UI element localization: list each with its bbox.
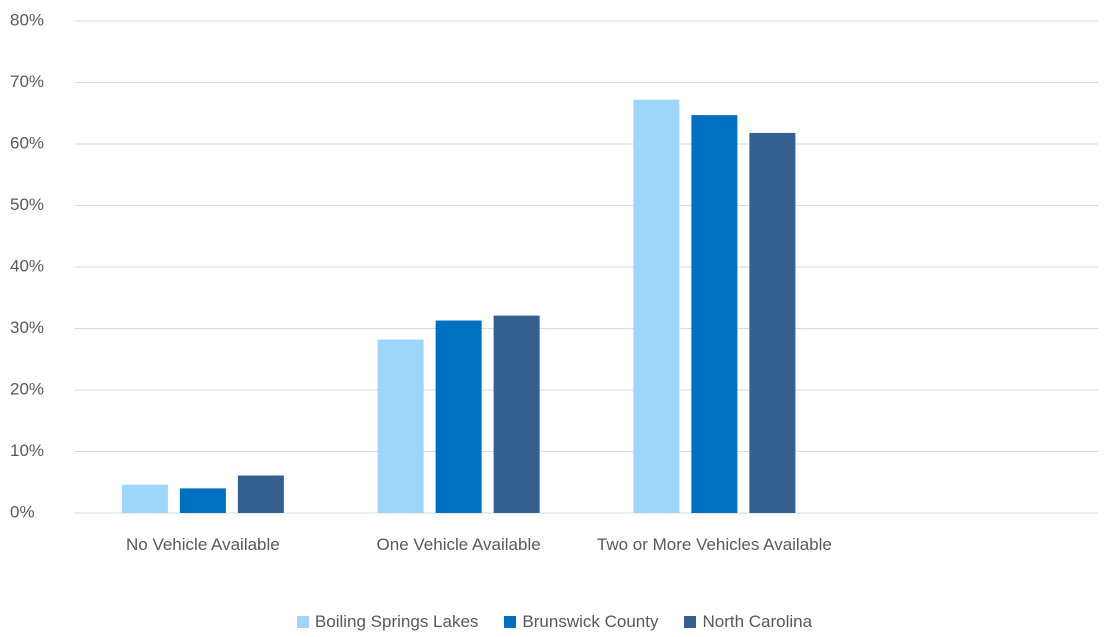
bar: [749, 132, 796, 513]
legend-item: North Carolina: [684, 612, 812, 632]
legend-swatch: [296, 616, 309, 628]
legend-label: North Carolina: [702, 612, 813, 631]
x-tick-label: Two or More Vehicles Available: [596, 535, 832, 554]
bar: [377, 339, 424, 513]
legend-label: Brunswick County: [522, 612, 659, 631]
legend-item: Boiling Springs Lakes: [296, 612, 479, 632]
x-tick-label: One Vehicle Available: [376, 535, 541, 554]
legend-swatch: [684, 616, 697, 628]
y-tick-label: 80%: [10, 10, 44, 29]
x-tick-label: No Vehicle Available: [126, 535, 280, 554]
y-tick-label: 70%: [10, 72, 44, 91]
y-tick-label: 10%: [10, 441, 44, 460]
bar: [121, 484, 168, 513]
y-tick-label: 20%: [10, 379, 44, 398]
bar: [435, 320, 482, 513]
y-tick-label: 0%: [10, 502, 35, 521]
bar: [179, 488, 226, 513]
legend-label: Boiling Springs Lakes: [314, 612, 479, 631]
y-tick-label: 50%: [10, 195, 44, 214]
legend-item: Brunswick County: [504, 612, 658, 632]
legend-swatch: [504, 616, 517, 628]
y-tick-label: 40%: [10, 256, 44, 275]
bar: [493, 315, 540, 513]
bar: [237, 475, 284, 513]
legend: Boiling Springs Lakes Brunswick County Nor…: [0, 612, 1109, 632]
bar: [633, 99, 680, 513]
bar: [691, 115, 738, 513]
y-tick-label: 60%: [10, 133, 44, 152]
y-tick-label: 30%: [10, 318, 44, 337]
